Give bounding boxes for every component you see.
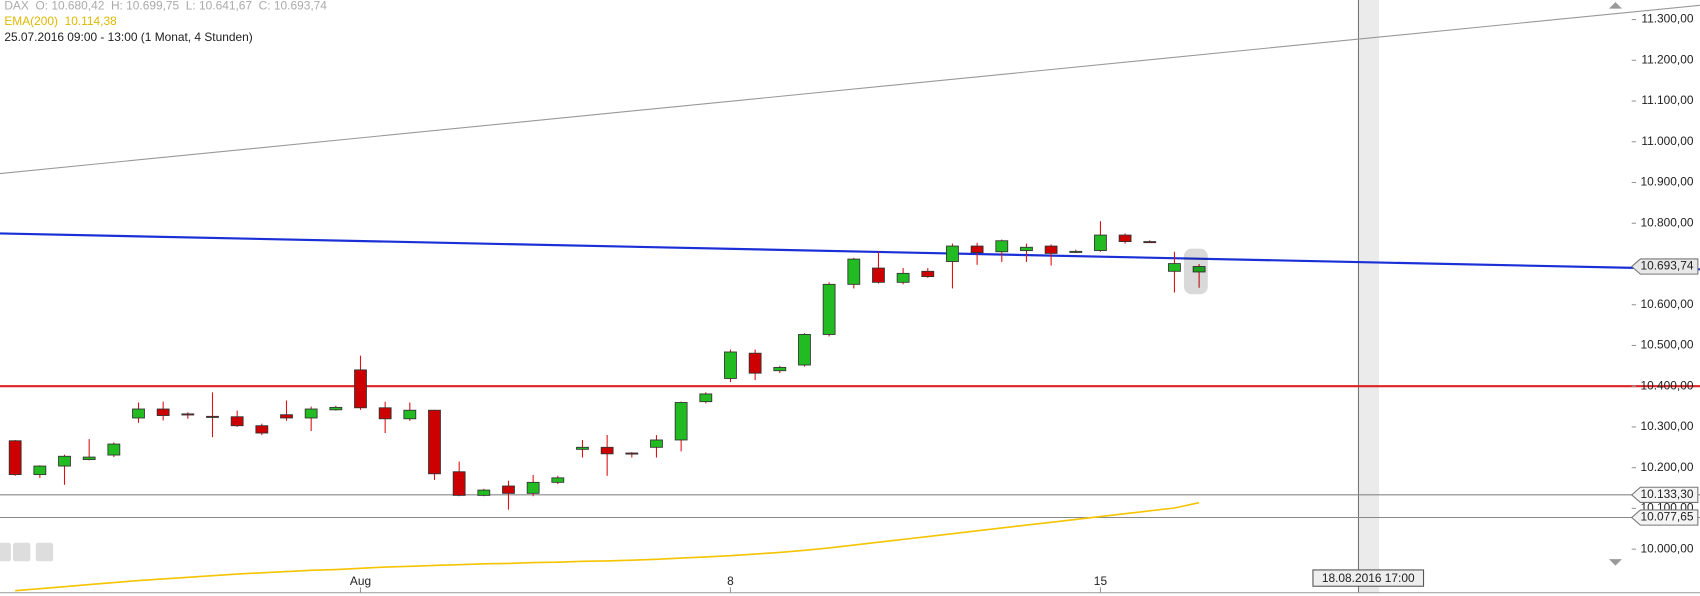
symbol-line: DAX O: 10.680,42 H: 10.699,75 L: 10.641,… <box>4 0 327 13</box>
candle-body <box>428 409 441 475</box>
tool-button[interactable] <box>13 542 31 562</box>
trendline <box>0 4 1700 175</box>
candle-body <box>8 440 22 476</box>
x-tick-label: 8 <box>727 574 734 588</box>
candle-body <box>255 425 269 434</box>
candle-body <box>132 408 145 419</box>
candle-body <box>452 471 466 496</box>
x-tick-label: Aug <box>350 574 371 588</box>
trendline <box>0 232 1700 271</box>
candle-body <box>526 481 540 494</box>
candle-body <box>403 409 417 420</box>
y-tick-label: 10.500,00 <box>1640 338 1693 352</box>
y-tick-label: 11.300,00 <box>1641 12 1693 26</box>
toolbar <box>0 542 54 562</box>
candle-body <box>847 258 861 285</box>
y-tick-label: 10.400,00 <box>1640 378 1693 392</box>
tool-button[interactable] <box>0 542 11 562</box>
y-tick-label: 10.600,00 <box>1640 297 1693 311</box>
candle-body <box>921 270 935 278</box>
candle-body <box>576 446 589 450</box>
candle-body <box>1069 250 1083 253</box>
candle-body <box>896 272 910 283</box>
candle-body <box>674 402 688 441</box>
candle-body <box>748 352 762 374</box>
candle-body <box>107 443 121 456</box>
candle-body <box>378 407 392 420</box>
candle-body <box>82 456 96 460</box>
candle-body <box>181 413 195 416</box>
candle-body <box>280 414 293 419</box>
crosshair-label-bg <box>1312 569 1425 587</box>
y-tick-label: 10.800,00 <box>1640 215 1693 229</box>
y-tick-label: 11.200,00 <box>1641 52 1693 66</box>
price-badge <box>1630 486 1699 503</box>
candle-body <box>477 489 491 496</box>
candle-body <box>551 477 565 483</box>
candle-body <box>699 393 713 403</box>
ema-line: EMA(200) 10.114,38 <box>4 14 117 28</box>
candle-body <box>58 455 71 467</box>
candle-body <box>1168 263 1181 272</box>
candle-body <box>798 334 811 366</box>
crosshair-label-box: 18.08.2016 17:00 <box>1312 569 1425 587</box>
y-tick-label: 11.000,00 <box>1641 134 1693 148</box>
y-tick-label: 10.900,00 <box>1640 175 1693 189</box>
candle-body <box>354 369 367 409</box>
candle-body <box>970 245 984 254</box>
candle-body <box>1118 234 1132 243</box>
x-tick-label: 15 <box>1094 574 1108 588</box>
candle-body <box>872 267 885 283</box>
scroll-down[interactable] <box>1608 559 1622 566</box>
tool-button[interactable] <box>35 542 54 562</box>
y-tick-label: 10.000,00 <box>1640 541 1693 555</box>
candle-body <box>329 406 343 411</box>
price-badge-label: 10.133,30 <box>1640 487 1693 501</box>
candle-body <box>600 446 614 455</box>
crosshair-label: 18.08.2016 17:00 <box>1322 571 1415 585</box>
y-tick-label: 11.100,00 <box>1641 93 1693 107</box>
candle-body <box>724 351 737 379</box>
candle-body <box>1020 246 1033 251</box>
plot-area <box>0 4 1700 592</box>
candle-body <box>946 245 959 262</box>
crosshair-band <box>1358 0 1380 593</box>
candle-body <box>1143 241 1157 244</box>
price-badge <box>1630 258 1699 275</box>
candle-body <box>304 408 318 419</box>
price-badge <box>1630 509 1699 526</box>
candle-body <box>230 416 244 427</box>
candle-body <box>33 465 47 476</box>
candle-body <box>1044 245 1058 254</box>
candle-body <box>1192 266 1206 273</box>
candle-body <box>650 439 663 448</box>
y-tick-label: 10.200,00 <box>1640 460 1693 474</box>
period-line: 25.07.2016 09:00 - 13:00 (1 Monat, 4 Stu… <box>4 30 252 44</box>
highlight <box>1183 248 1208 295</box>
axis: 10.000,0010.100,0010.200,0010.300,0010.4… <box>0 12 1700 594</box>
candle-body <box>1094 234 1107 251</box>
candle-body <box>822 283 836 335</box>
candle-body <box>156 408 170 416</box>
candle-body <box>773 367 787 372</box>
y-tick-label: 10.300,00 <box>1640 419 1693 433</box>
candle-body <box>625 452 639 455</box>
price-badge-label: 10.077,65 <box>1640 510 1693 524</box>
ema-line <box>15 501 1200 592</box>
scroll-up[interactable] <box>1608 2 1622 9</box>
candle-body <box>995 240 1009 253</box>
candle-body <box>502 485 515 494</box>
candle-body <box>206 415 219 418</box>
price-badge-label: 10.693,74 <box>1640 259 1693 273</box>
